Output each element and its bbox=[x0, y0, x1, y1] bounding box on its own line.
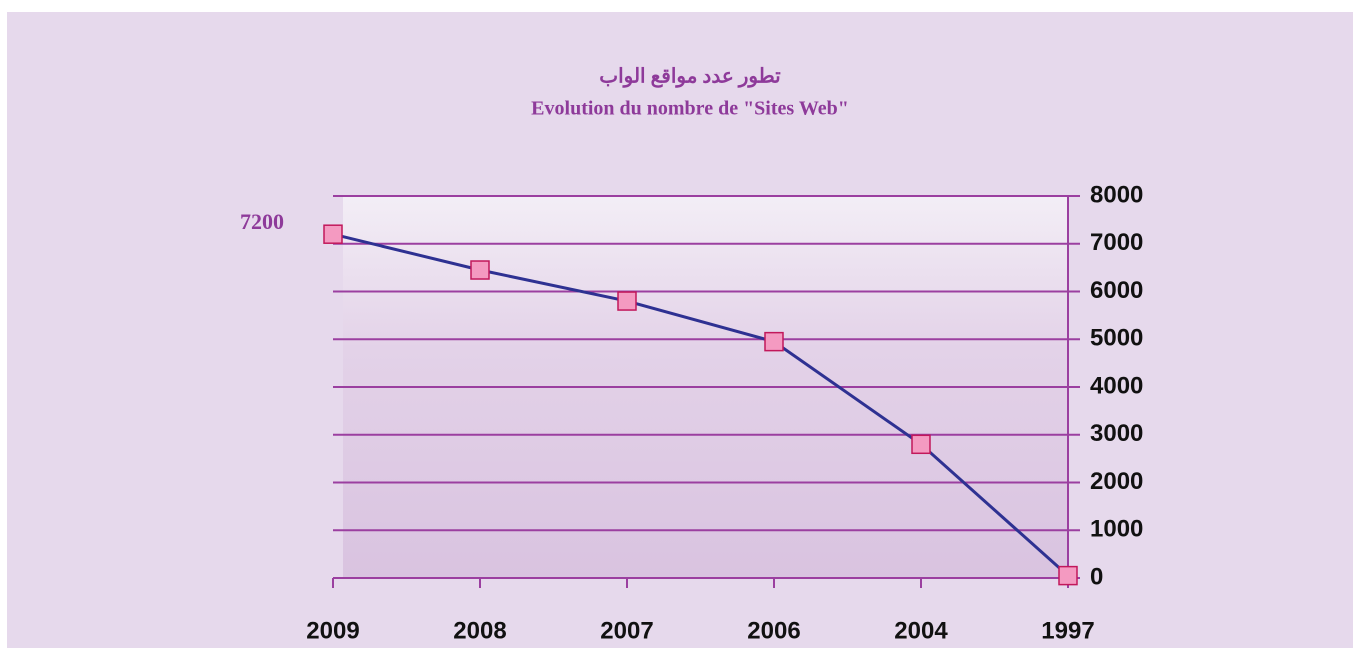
chart: تطور عدد مواقع الواب Evolution du nombre… bbox=[0, 0, 1360, 648]
data-marker bbox=[324, 225, 342, 243]
y-tick-label: 0 bbox=[1090, 563, 1103, 590]
y-tick-label: 7000 bbox=[1090, 229, 1143, 256]
chart-title: تطور عدد مواقع الواب bbox=[599, 66, 781, 89]
y-tick-label: 5000 bbox=[1090, 325, 1143, 352]
x-tick-label: 2006 bbox=[747, 617, 800, 644]
data-marker bbox=[765, 333, 783, 351]
data-marker bbox=[618, 292, 636, 310]
data-marker bbox=[1059, 567, 1077, 585]
y-tick-label: 1000 bbox=[1090, 516, 1143, 543]
data-marker bbox=[912, 435, 930, 453]
y-tick-label: 6000 bbox=[1090, 277, 1143, 304]
y-tick-label: 3000 bbox=[1090, 420, 1143, 447]
x-tick-label: 2009 bbox=[306, 617, 359, 644]
x-tick-label: 2004 bbox=[894, 617, 948, 644]
chart-subtitle: Evolution du nombre de "Sites Web" bbox=[531, 98, 849, 120]
data-label: 7200 bbox=[240, 209, 284, 234]
x-tick-label: 1997 bbox=[1041, 617, 1094, 644]
page: تطور عدد مواقع الواب Evolution du nombre… bbox=[0, 0, 1360, 648]
y-tick-label: 8000 bbox=[1090, 181, 1143, 208]
x-tick-label: 2008 bbox=[453, 617, 506, 644]
y-tick-label: 2000 bbox=[1090, 468, 1143, 495]
y-tick-label: 4000 bbox=[1090, 372, 1143, 399]
x-tick-label: 2007 bbox=[600, 617, 653, 644]
data-marker bbox=[471, 261, 489, 279]
